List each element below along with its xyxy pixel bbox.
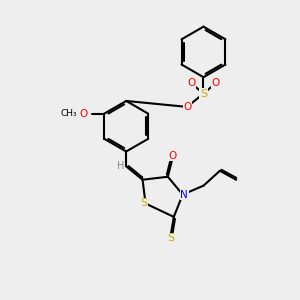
Text: H: H: [117, 161, 124, 171]
Text: O: O: [212, 78, 220, 88]
Text: O: O: [80, 109, 88, 118]
Text: O: O: [187, 78, 195, 88]
Text: S: S: [140, 199, 148, 208]
Text: N: N: [180, 190, 188, 200]
Text: S: S: [200, 88, 207, 98]
Text: S: S: [167, 233, 174, 243]
Text: CH₃: CH₃: [60, 109, 77, 118]
Text: O: O: [183, 102, 191, 112]
Text: O: O: [168, 151, 176, 161]
